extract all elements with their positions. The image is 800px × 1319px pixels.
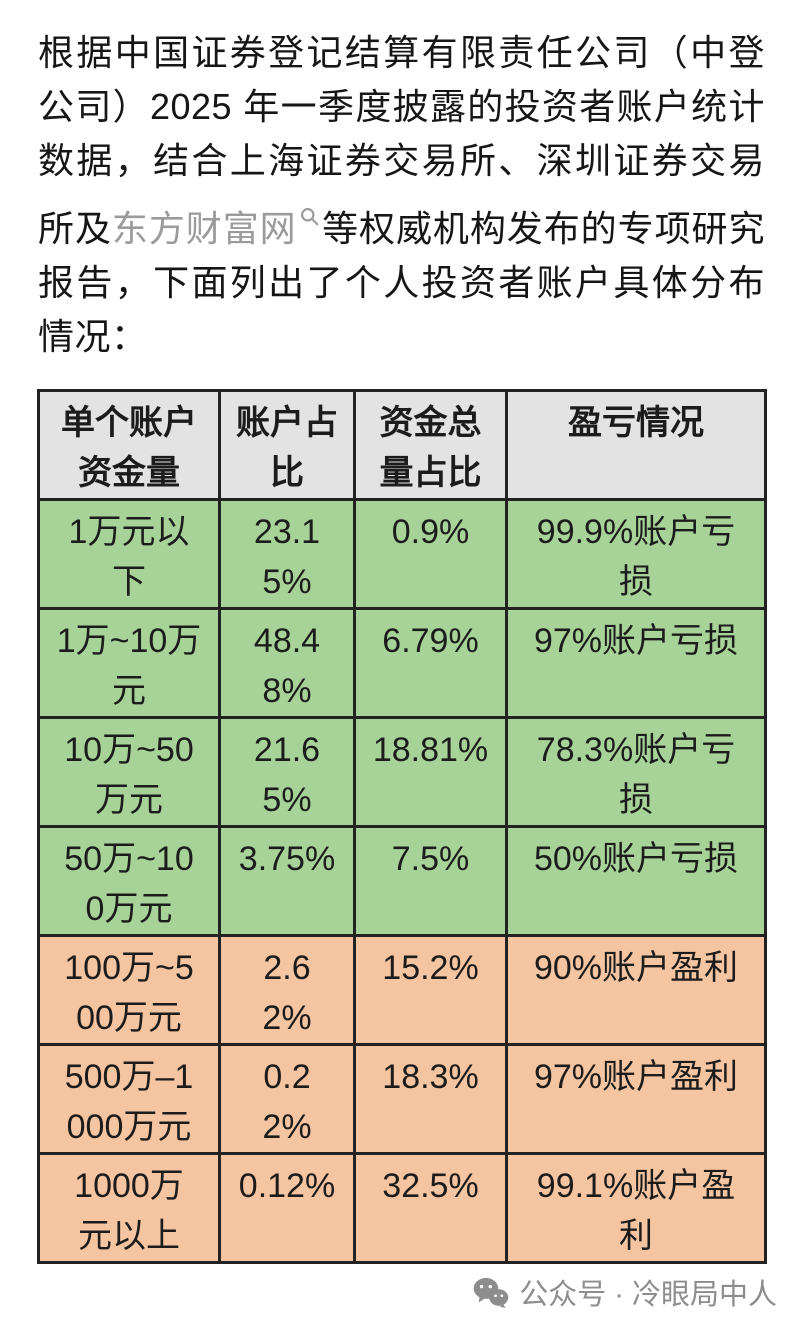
watermark-text: 公众号 · 冷眼局中人 [519, 1279, 777, 1311]
header-account-size: 单个账户 资金量 [37, 389, 221, 501]
table-row: 1万元以 下 23.1 5% 0.9% 99.9%账户亏 损 [37, 498, 767, 610]
cell-pnl: 97%账户亏损 [505, 607, 767, 719]
cell-account-pct: 21.6 5% [218, 716, 356, 828]
article-paragraph: 根据中国证券登记结算有限责任公司（中登公司）2025 年一季度披露的投资者账户统… [0, 0, 800, 364]
table-header-row: 单个账户 资金量 账户占 比 资金总 量占比 盈亏情况 [37, 389, 767, 501]
cell-pnl: 97%账户盈利 [505, 1043, 767, 1155]
table-row: 100万~5 00万元 2.6 2% 15.2% 90%账户盈利 [37, 934, 767, 1046]
cell-account-pct: 3.75% [218, 825, 356, 937]
cell-range: 10万~50 万元 [37, 716, 221, 828]
cell-pnl: 99.9%账户亏 损 [505, 498, 767, 610]
cell-fund-pct: 18.3% [353, 1043, 508, 1155]
cell-fund-pct: 15.2% [353, 934, 508, 1046]
article-text-tail: 等权威机构发布的专项研究报告，下面列出了个人投资者账户具体分布情况： [38, 208, 765, 357]
cell-pnl: 99.1%账户盈 利 [505, 1152, 767, 1264]
cell-account-pct: 0.2 2% [218, 1043, 356, 1155]
cell-account-pct: 0.12% [218, 1152, 356, 1264]
wechat-icon [472, 1277, 509, 1308]
cell-pnl: 90%账户盈利 [505, 934, 767, 1046]
investor-distribution-table: 单个账户 资金量 账户占 比 资金总 量占比 盈亏情况 1万元以 下 23.1 … [37, 389, 767, 1264]
header-fund-pct: 资金总 量占比 [353, 389, 508, 501]
cell-fund-pct: 18.81% [353, 716, 508, 828]
search-icon[interactable] [299, 188, 320, 242]
table-row: 1000万 元以上 0.12% 32.5% 99.1%账户盈 利 [37, 1152, 767, 1264]
table-row: 1万~10万 元 48.4 8% 6.79% 97%账户亏损 [37, 607, 767, 719]
watermark: 公众号 · 冷眼局中人 [472, 1271, 777, 1313]
cell-account-pct: 48.4 8% [218, 607, 356, 719]
header-pnl: 盈亏情况 [505, 389, 767, 501]
cell-fund-pct: 7.5% [353, 825, 508, 937]
cell-range: 1万~10万 元 [37, 607, 221, 719]
eastmoney-link[interactable]: 东方财富网 [111, 208, 297, 249]
cell-account-pct: 23.1 5% [218, 498, 356, 610]
table-row: 500万–1 000万元 0.2 2% 18.3% 97%账户盈利 [37, 1043, 767, 1155]
cell-fund-pct: 0.9% [353, 498, 508, 610]
cell-range: 1万元以 下 [37, 498, 221, 610]
cell-fund-pct: 32.5% [353, 1152, 508, 1264]
cell-range: 1000万 元以上 [37, 1152, 221, 1264]
cell-range: 100万~5 00万元 [37, 934, 221, 1046]
article-text-lead: 根据中国证券登记结算有限责任公司（中登公司）2025 年一季度披露的投资者账户统… [38, 32, 765, 249]
cell-fund-pct: 6.79% [353, 607, 508, 719]
table-row: 50万~10 0万元 3.75% 7.5% 50%账户亏损 [37, 825, 767, 937]
table-row: 10万~50 万元 21.6 5% 18.81% 78.3%账户亏 损 [37, 716, 767, 828]
cell-range: 50万~10 0万元 [37, 825, 221, 937]
cell-range: 500万–1 000万元 [37, 1043, 221, 1155]
cell-pnl: 50%账户亏损 [505, 825, 767, 937]
header-account-pct: 账户占 比 [218, 389, 356, 501]
cell-account-pct: 2.6 2% [218, 934, 356, 1046]
cell-pnl: 78.3%账户亏 损 [505, 716, 767, 828]
